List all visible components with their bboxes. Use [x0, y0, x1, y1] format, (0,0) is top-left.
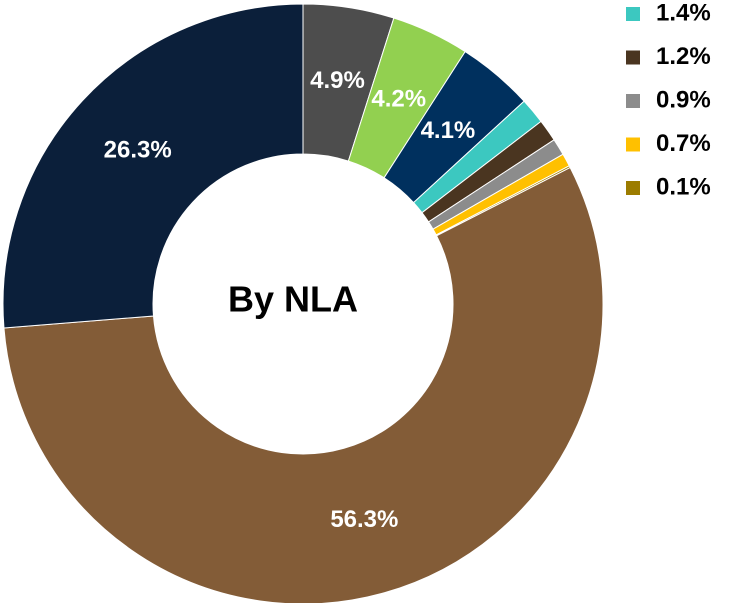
legend-label: 0.7% — [656, 130, 711, 157]
legend-label: 1.4% — [656, 0, 711, 26]
slice-label: 56.3% — [330, 506, 398, 533]
chart-title: By NLA — [228, 279, 358, 320]
legend-label: 0.1% — [656, 173, 711, 200]
slice-label: 4.9% — [310, 67, 365, 94]
slice-label: 4.1% — [421, 117, 476, 144]
legend-swatch — [626, 7, 640, 21]
slice — [2, 3, 304, 329]
legend-swatch — [626, 181, 640, 195]
legend-swatch — [626, 137, 640, 152]
slice-label: 26.3% — [104, 137, 172, 164]
slice-label: 4.2% — [371, 86, 426, 113]
legend-label: 1.2% — [656, 43, 711, 70]
legend-label: 0.9% — [656, 86, 711, 113]
legend-swatch — [626, 94, 640, 108]
legend-swatch — [626, 50, 640, 65]
slice — [3, 166, 604, 603]
